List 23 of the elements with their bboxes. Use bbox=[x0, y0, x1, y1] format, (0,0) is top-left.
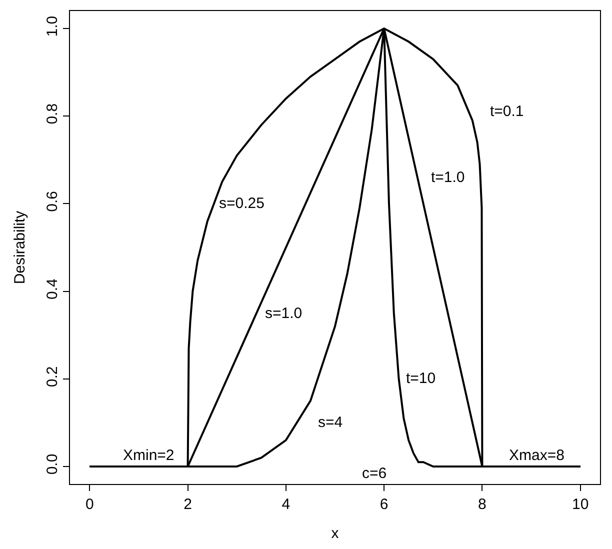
y-axis-title: Desirability bbox=[11, 210, 28, 284]
y-tick-label: 1.0 bbox=[44, 16, 61, 37]
annotation: t=0.1 bbox=[490, 103, 524, 120]
annotation: c=6 bbox=[362, 465, 387, 482]
y-tick-label: 0.2 bbox=[44, 366, 61, 388]
x-axis-title: x bbox=[331, 525, 340, 542]
annotation: Xmin=2 bbox=[123, 447, 174, 464]
annotation: s=4 bbox=[318, 414, 343, 431]
x-tick-label: 0 bbox=[85, 496, 94, 513]
annotation: t=10 bbox=[406, 370, 436, 387]
y-tick-label: 0.4 bbox=[44, 278, 61, 300]
y-tick-label: 0.8 bbox=[44, 103, 61, 124]
annotation: t=1.0 bbox=[431, 169, 465, 186]
x-tick-label: 6 bbox=[380, 496, 388, 513]
annotation: Xmax=8 bbox=[509, 447, 564, 464]
x-tick-label: 8 bbox=[478, 496, 486, 513]
x-tick-label: 2 bbox=[184, 496, 192, 513]
annotation: s=1.0 bbox=[265, 305, 302, 322]
y-tick-label: 0.6 bbox=[44, 191, 61, 212]
annotation: s=0.25 bbox=[219, 195, 264, 212]
x-tick-label: 4 bbox=[282, 496, 290, 513]
x-tick-label: 10 bbox=[572, 496, 589, 513]
y-tick-label: 0.0 bbox=[44, 454, 61, 475]
